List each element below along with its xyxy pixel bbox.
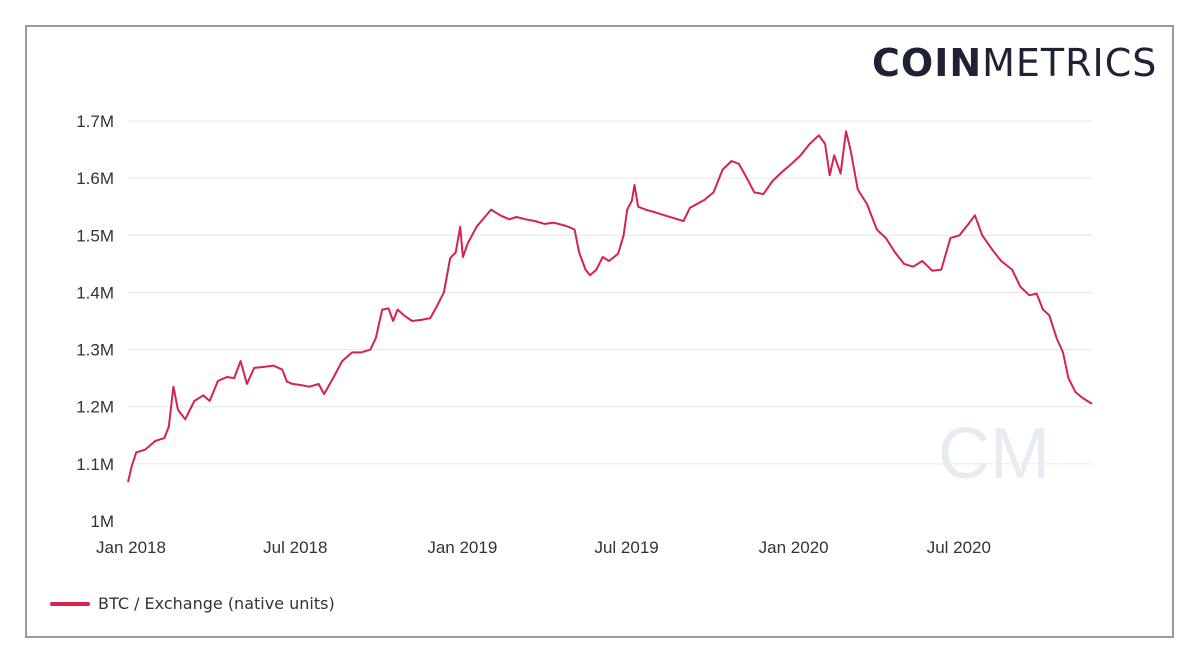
chart-frame (25, 25, 1174, 638)
y-tick-label: 1.2M (76, 398, 114, 417)
y-tick-label: 1M (90, 512, 114, 531)
x-tick-label: Jan 2018 (96, 538, 166, 557)
y-tick-label: 1.3M (76, 341, 114, 360)
x-tick-label: Jan 2020 (759, 538, 829, 557)
x-tick-label: Jul 2019 (594, 538, 658, 557)
coinmetrics-logo: COINMETRICS (872, 44, 1157, 82)
x-tick-label: Jan 2019 (427, 538, 497, 557)
gridlines (128, 120, 1092, 465)
watermark-logo: CM (938, 414, 1050, 494)
y-axis-ticks: 1M 1.1M 1.2M 1.3M 1.4M 1.5M 1.6M 1.7M (76, 112, 114, 531)
logo-light-text: METRICS (982, 41, 1158, 85)
y-tick-label: 1.5M (76, 226, 114, 245)
legend-label: BTC / Exchange (native units) (98, 594, 335, 613)
x-tick-label: Jul 2020 (927, 538, 991, 557)
x-axis-ticks: Jan 2018 Jul 2018 Jan 2019 Jul 2019 Jan 2020… (96, 538, 991, 557)
series-layer (127, 130, 1093, 483)
series-line[interactable] (127, 130, 1093, 483)
x-tick-label: Jul 2018 (263, 538, 327, 557)
y-tick-label: 1.4M (76, 283, 114, 302)
y-tick-label: 1.7M (76, 112, 114, 131)
y-tick-label: 1.1M (76, 455, 114, 474)
legend-swatch (50, 601, 90, 606)
y-tick-label: 1.6M (76, 169, 114, 188)
legend[interactable]: BTC / Exchange (native units) (50, 594, 335, 613)
logo-bold-text: COIN (872, 41, 983, 85)
